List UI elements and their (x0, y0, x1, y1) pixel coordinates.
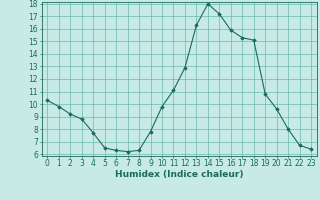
X-axis label: Humidex (Indice chaleur): Humidex (Indice chaleur) (115, 170, 244, 179)
